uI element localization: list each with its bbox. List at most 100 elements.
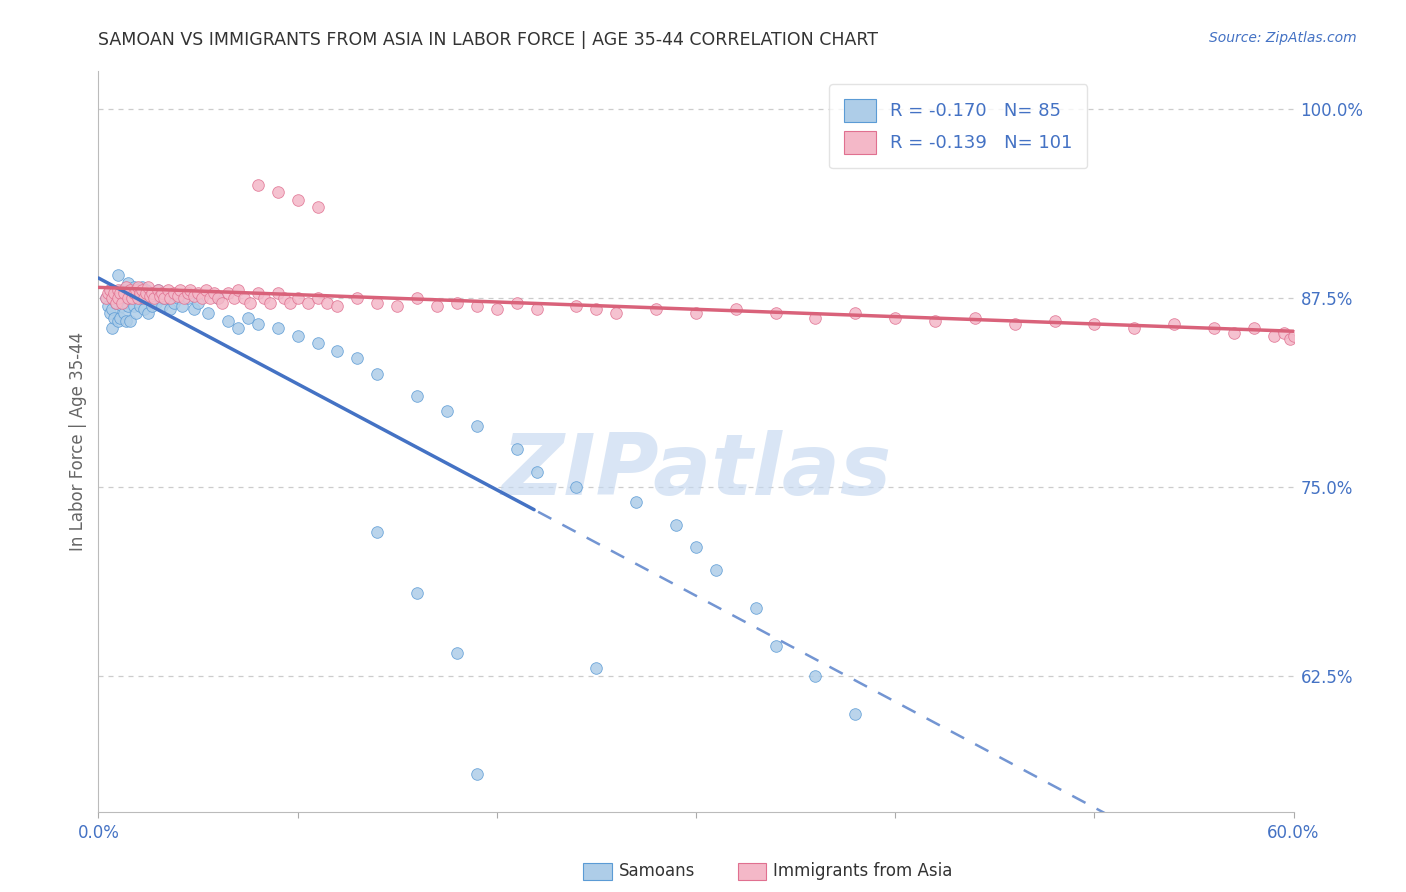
Point (148, 284, 170, 298)
Point (1083, 317, 1105, 331)
Point (98, 284, 122, 298)
Point (226, 284, 249, 298)
Point (120, 313, 142, 327)
Point (267, 321, 290, 335)
Point (287, 291, 309, 305)
Point (724, 301, 747, 316)
Point (96, 291, 118, 305)
Point (506, 295, 529, 310)
Point (115, 280, 138, 294)
Point (110, 291, 132, 305)
Point (1282, 328, 1305, 343)
Point (844, 306, 866, 320)
Point (366, 525, 388, 540)
Point (141, 286, 163, 301)
Point (1163, 317, 1185, 331)
Point (107, 286, 129, 301)
Point (139, 289, 162, 303)
Point (565, 480, 588, 494)
Point (177, 286, 200, 301)
Text: Source: ZipAtlas.com: Source: ZipAtlas.com (1209, 31, 1357, 45)
Point (124, 299, 146, 313)
Point (1043, 313, 1066, 327)
Point (129, 299, 152, 313)
Point (326, 343, 349, 358)
Text: SAMOAN VS IMMIGRANTS FROM ASIA IN LABOR FORCE | AGE 35-44 CORRELATION CHART: SAMOAN VS IMMIGRANTS FROM ASIA IN LABOR … (98, 31, 879, 49)
Point (103, 286, 125, 301)
Point (150, 299, 173, 313)
Point (143, 291, 166, 305)
Point (585, 661, 607, 675)
Point (605, 306, 627, 320)
Point (107, 268, 129, 283)
Point (307, 291, 329, 305)
Point (127, 280, 149, 294)
Point (107, 291, 129, 305)
Point (685, 306, 707, 320)
Point (259, 295, 281, 310)
Point (115, 313, 138, 327)
Point (385, 299, 409, 313)
Point (217, 313, 239, 327)
Point (105, 295, 128, 310)
Point (163, 295, 186, 310)
Point (179, 284, 201, 298)
Point (232, 291, 254, 305)
Point (153, 291, 176, 305)
Point (98, 284, 122, 298)
Point (585, 301, 607, 316)
Point (191, 291, 214, 305)
Point (844, 706, 866, 721)
Point (127, 291, 149, 305)
Point (129, 286, 152, 301)
Point (197, 306, 219, 320)
Point (173, 291, 195, 305)
Point (804, 310, 827, 325)
Point (963, 310, 986, 325)
Point (236, 310, 259, 325)
Point (195, 284, 218, 298)
Point (426, 299, 449, 313)
Point (101, 291, 124, 305)
Point (316, 295, 339, 310)
Point (148, 284, 170, 298)
Point (1278, 332, 1301, 346)
Point (465, 299, 488, 313)
Point (278, 295, 301, 310)
Point (307, 336, 329, 351)
Point (198, 291, 221, 305)
Point (111, 295, 134, 310)
Point (446, 646, 468, 660)
Point (107, 284, 129, 298)
Point (136, 291, 159, 305)
Point (1243, 321, 1265, 335)
Point (207, 291, 229, 305)
Point (131, 284, 153, 298)
Point (97, 286, 120, 301)
Point (704, 563, 727, 577)
Point (115, 291, 138, 305)
Point (124, 286, 146, 301)
Point (153, 291, 176, 305)
Point (645, 301, 668, 316)
Point (121, 291, 143, 305)
Point (141, 299, 163, 313)
Point (406, 291, 429, 305)
Point (326, 299, 349, 313)
Point (149, 289, 172, 303)
Point (131, 280, 153, 294)
Point (246, 286, 269, 301)
Point (150, 286, 173, 301)
Legend: R = -0.170   N= 85, R = -0.139   N= 101: R = -0.170 N= 85, R = -0.139 N= 101 (830, 84, 1087, 169)
Point (253, 291, 276, 305)
Point (157, 284, 180, 298)
Point (222, 291, 245, 305)
Point (127, 284, 149, 298)
Point (526, 301, 548, 316)
Point (626, 495, 648, 509)
Point (406, 389, 429, 403)
Point (103, 286, 125, 301)
Point (120, 291, 142, 305)
Point (273, 291, 295, 305)
Point (297, 295, 319, 310)
